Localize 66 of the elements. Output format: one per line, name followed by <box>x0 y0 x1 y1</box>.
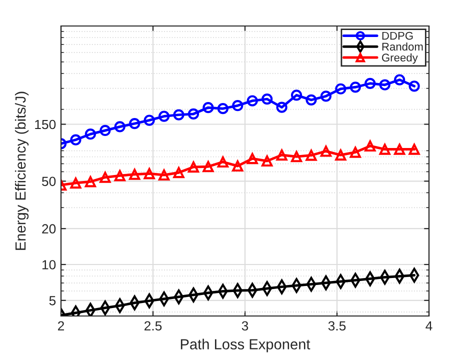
point <box>306 94 317 106</box>
point <box>114 121 126 132</box>
point <box>379 144 390 155</box>
y-tick-label: 150 <box>35 120 56 130</box>
point <box>86 302 96 316</box>
point <box>290 90 302 101</box>
point <box>188 161 200 173</box>
point <box>100 172 111 183</box>
point <box>144 168 155 180</box>
point <box>217 156 228 168</box>
x-tick-label: 4 <box>426 321 432 330</box>
point <box>114 170 126 182</box>
point <box>408 144 420 155</box>
point <box>335 83 346 94</box>
legend-label: Random <box>382 42 423 51</box>
point <box>306 150 317 161</box>
point <box>262 93 273 105</box>
point <box>173 109 184 120</box>
point <box>408 80 420 92</box>
point <box>84 176 96 188</box>
point <box>84 128 96 140</box>
point <box>394 144 406 155</box>
legend-label: DDPG <box>382 32 413 40</box>
point <box>276 149 288 161</box>
point <box>158 110 170 122</box>
point <box>202 161 214 172</box>
point <box>232 160 244 172</box>
point <box>158 169 170 181</box>
y-tick-label: 10 <box>42 260 56 270</box>
y-tick-label: 5 <box>49 296 56 306</box>
point <box>276 102 288 113</box>
point <box>100 124 111 136</box>
point <box>173 167 184 178</box>
point <box>350 82 361 93</box>
point <box>246 95 258 106</box>
point <box>364 140 376 152</box>
point <box>290 151 302 162</box>
point <box>262 155 273 167</box>
y-tick-label: 20 <box>42 224 56 234</box>
point <box>379 79 390 90</box>
point <box>144 114 155 126</box>
point <box>188 108 200 120</box>
point <box>350 146 361 158</box>
legend-label: Greedy <box>382 53 418 64</box>
point <box>336 274 346 289</box>
point <box>394 74 406 86</box>
point <box>217 103 228 114</box>
point <box>246 153 258 164</box>
x-tick-label: 3.5 <box>328 321 346 331</box>
point <box>129 168 140 180</box>
point <box>70 134 82 146</box>
point <box>320 146 332 157</box>
point <box>129 118 140 130</box>
point <box>202 102 214 114</box>
x-axis-title: Path Loss Exponent <box>180 338 310 352</box>
point <box>232 283 243 298</box>
point <box>320 90 332 102</box>
point <box>70 177 82 189</box>
point <box>335 149 346 161</box>
x-tick-label: 3 <box>242 321 248 331</box>
y-tick-label: 50 <box>42 176 56 186</box>
x-tick-label: 2 <box>58 321 64 330</box>
x-tick-label: 2.5 <box>144 321 162 331</box>
y-axis-title: Energy Efficiency (bits/J) <box>14 92 29 250</box>
point <box>364 78 376 89</box>
point <box>232 100 244 112</box>
